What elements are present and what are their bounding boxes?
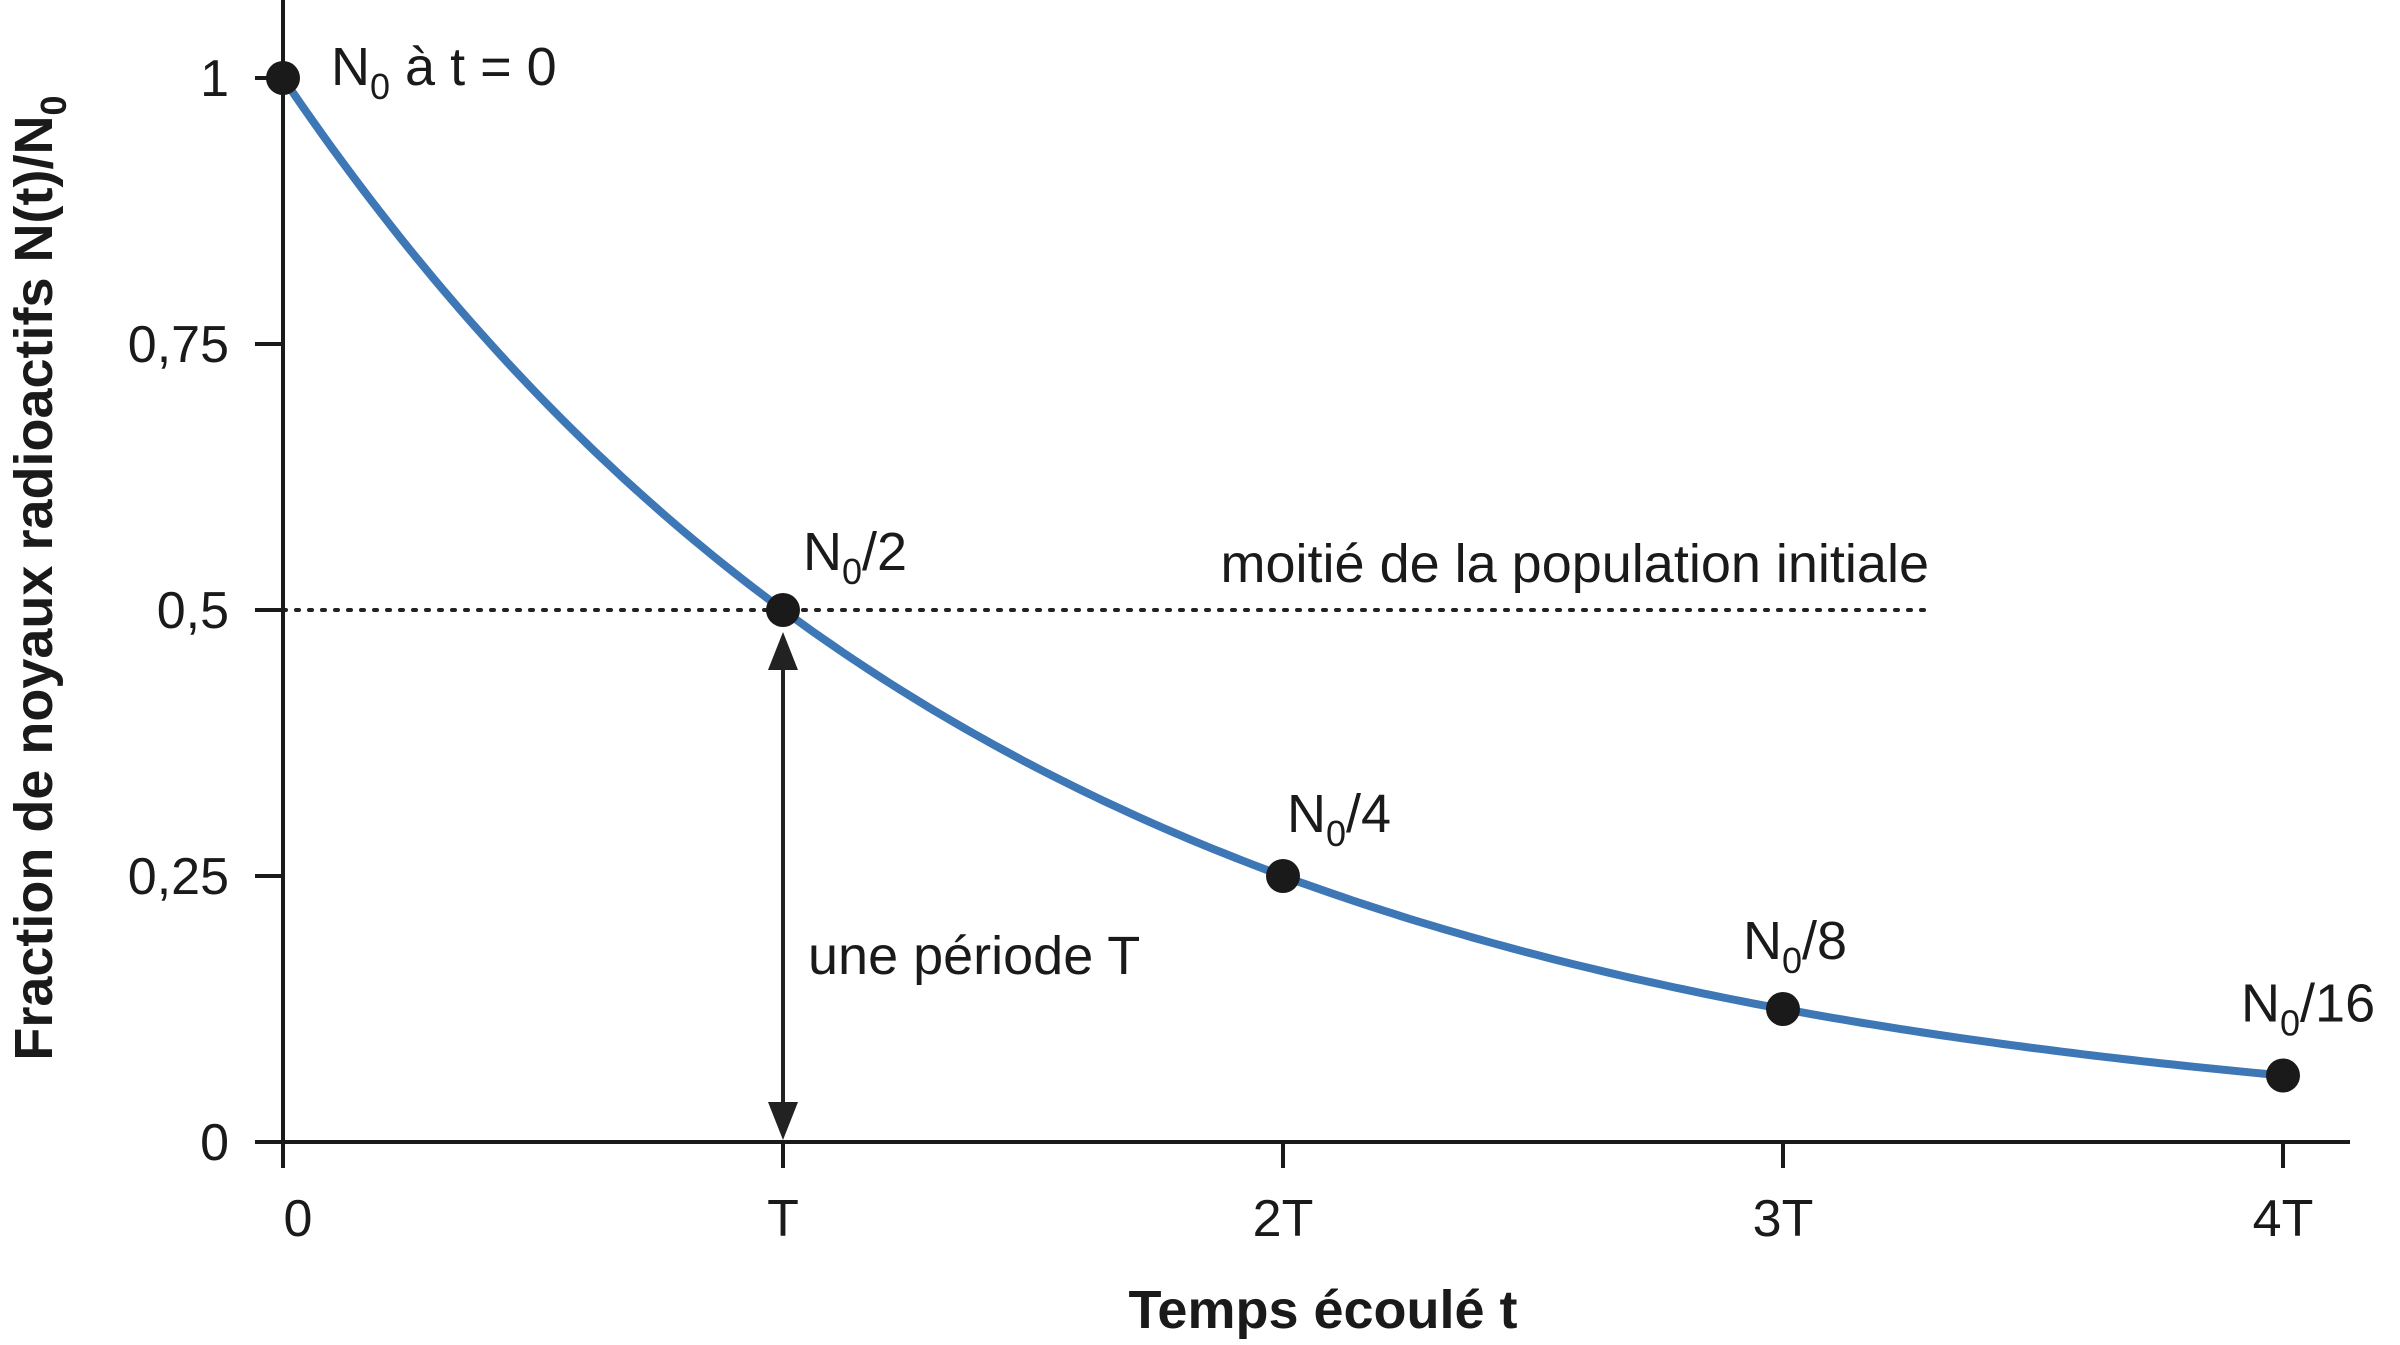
half-population-label: moitié de la population initiale [1221, 534, 1929, 594]
y-axis-title: Fraction de noyaux radioactifs N(t)/N0 [4, 95, 74, 1060]
text-layer: 0 0,25 0,5 0,75 1 0 T 2T 3T 4T moitié de la popula… [4, 37, 2375, 1340]
x-tick-label: 3T [1753, 1190, 1814, 1248]
y-tick-label: 0,5 [157, 582, 229, 640]
point-label: N0/16 [2241, 974, 2375, 1044]
y-tick-label: 1 [200, 50, 229, 108]
data-point [2266, 1058, 2300, 1093]
y-tick-label: 0,75 [128, 316, 229, 374]
data-points-layer [266, 61, 2300, 1093]
point-label: N0/2 [803, 522, 907, 592]
point-label: N0 à t = 0 [331, 37, 557, 107]
data-point [266, 61, 300, 95]
x-tick-label: 0 [284, 1190, 313, 1248]
period-arrow-layer [768, 632, 798, 1140]
y-tick-label: 0 [200, 1114, 229, 1172]
x-axis-title: Temps écoulé t [1128, 1280, 1517, 1340]
data-point [1266, 859, 1300, 893]
y-tick-label: 0,25 [128, 848, 229, 906]
x-tick-label: 4T [2253, 1190, 2314, 1248]
axes-layer [255, 0, 2350, 1168]
x-tick-label: T [767, 1190, 799, 1248]
data-point [766, 593, 800, 627]
period-label: une période T [808, 926, 1140, 986]
period-arrow-head-up [768, 632, 798, 670]
period-arrow-head-down [768, 1102, 798, 1140]
point-label: N0/4 [1287, 784, 1391, 854]
data-point [1766, 992, 1800, 1026]
x-tick-label: 2T [1253, 1190, 1314, 1248]
point-label: N0/8 [1743, 911, 1847, 981]
